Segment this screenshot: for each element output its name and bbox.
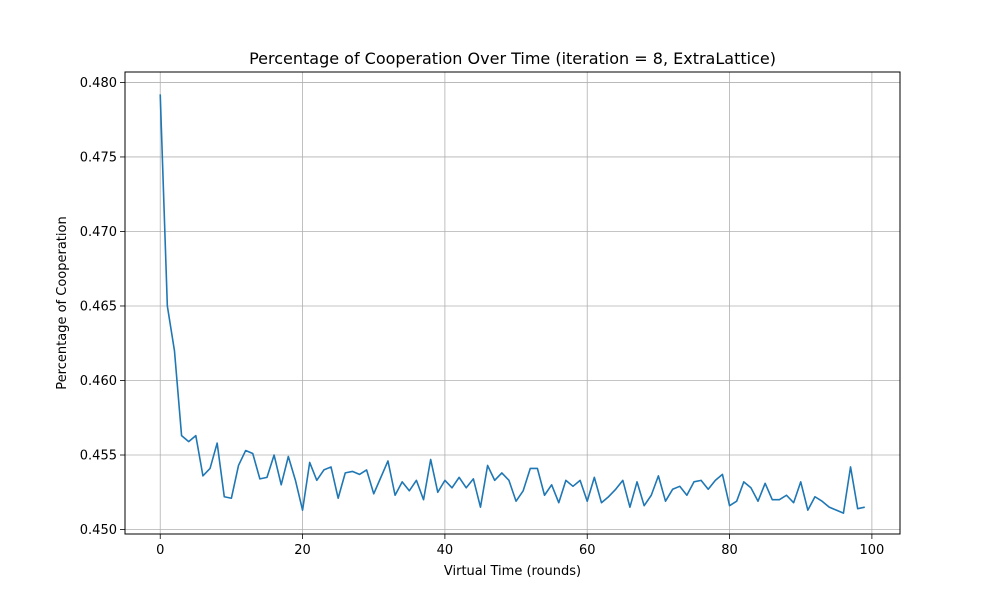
- grid: [125, 72, 900, 534]
- x-tick-label: 60: [579, 543, 596, 558]
- x-tick-label: 0: [156, 543, 164, 558]
- chart-title: Percentage of Cooperation Over Time (ite…: [249, 49, 776, 68]
- y-tick-label: 0.470: [80, 225, 117, 240]
- y-tick-label: 0.455: [80, 449, 117, 464]
- ticks: 0 20 40 60 80 100 0.450 0.455 0.460 0.465 0.470 0.4…: [80, 76, 885, 558]
- y-tick-label: 0.480: [80, 76, 117, 91]
- y-tick-label: 0.450: [80, 523, 117, 538]
- y-tick-label: 0.465: [80, 299, 117, 314]
- x-tick-label: 20: [294, 543, 311, 558]
- x-tick-label: 40: [437, 543, 454, 558]
- series-layer: [159, 94, 865, 514]
- x-tick-label: 100: [859, 543, 884, 558]
- y-tick-label: 0.460: [80, 374, 117, 389]
- x-tick-label: 80: [721, 543, 738, 558]
- plot-frame: [124, 71, 901, 535]
- y-axis-label: Percentage of Cooperation: [55, 216, 70, 389]
- series-line: [159, 94, 865, 514]
- plot-area: [125, 72, 900, 534]
- y-tick-label: 0.475: [80, 150, 117, 165]
- x-axis-label: Virtual Time (rounds): [444, 564, 581, 579]
